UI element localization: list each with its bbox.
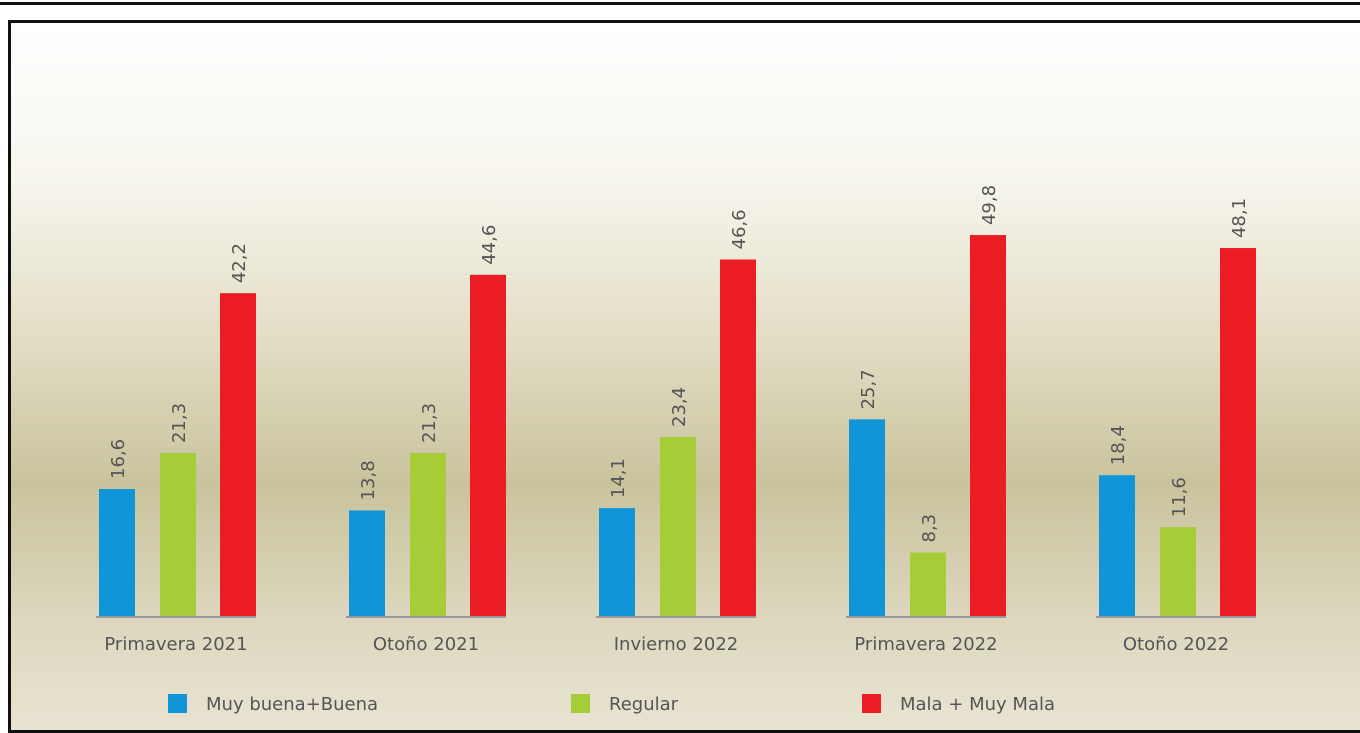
bar — [849, 419, 885, 616]
top-rule — [0, 2, 1360, 5]
page: Primavera 2021 16,6 21,3 42,2 Otoño 2021 13,8… — [0, 0, 1360, 733]
value-label: 11,6 — [1169, 477, 1190, 517]
value-label: 49,8 — [979, 185, 1000, 225]
value-label: 18,4 — [1108, 425, 1129, 465]
bar — [660, 437, 696, 616]
legend-label: Muy buena+Buena — [206, 694, 378, 715]
chart: Primavera 2021 16,6 21,3 42,2 Otoño 2021 13,8… — [0, 0, 1360, 733]
value-label: 48,1 — [1229, 198, 1250, 238]
bar — [349, 510, 385, 616]
value-label: 8,3 — [919, 514, 940, 543]
legend-label: Mala + Muy Mala — [900, 694, 1055, 715]
legend-swatch — [168, 694, 187, 713]
value-label: 14,1 — [608, 458, 629, 498]
x-tick-label: Primavera 2022 — [854, 634, 997, 655]
bar — [470, 275, 506, 616]
bar — [220, 293, 256, 616]
value-label: 13,8 — [358, 460, 379, 500]
bar — [1160, 527, 1196, 616]
legend-swatch — [862, 694, 881, 713]
x-tick-label: Otoño 2022 — [1123, 634, 1229, 655]
value-label: 46,6 — [729, 209, 750, 249]
bar — [160, 453, 196, 616]
x-tick-label: Otoño 2021 — [373, 634, 479, 655]
value-label: 16,6 — [108, 439, 129, 479]
value-label: 21,3 — [419, 403, 440, 443]
legend-label: Regular — [609, 694, 679, 715]
value-label: 23,4 — [669, 387, 690, 427]
bar — [1220, 248, 1256, 616]
x-tick-label: Primavera 2021 — [104, 634, 247, 655]
value-label: 21,3 — [169, 403, 190, 443]
legend-swatch — [571, 694, 590, 713]
value-label: 25,7 — [858, 369, 879, 409]
value-label: 44,6 — [479, 225, 500, 265]
value-label: 42,2 — [229, 243, 250, 283]
frame — [10, 22, 1360, 732]
bar — [910, 553, 946, 616]
bar — [99, 489, 135, 616]
bar — [410, 453, 446, 616]
bar — [970, 235, 1006, 616]
bar — [599, 508, 635, 616]
x-tick-label: Invierno 2022 — [614, 634, 738, 655]
bar — [720, 260, 756, 616]
bar — [1099, 475, 1135, 616]
